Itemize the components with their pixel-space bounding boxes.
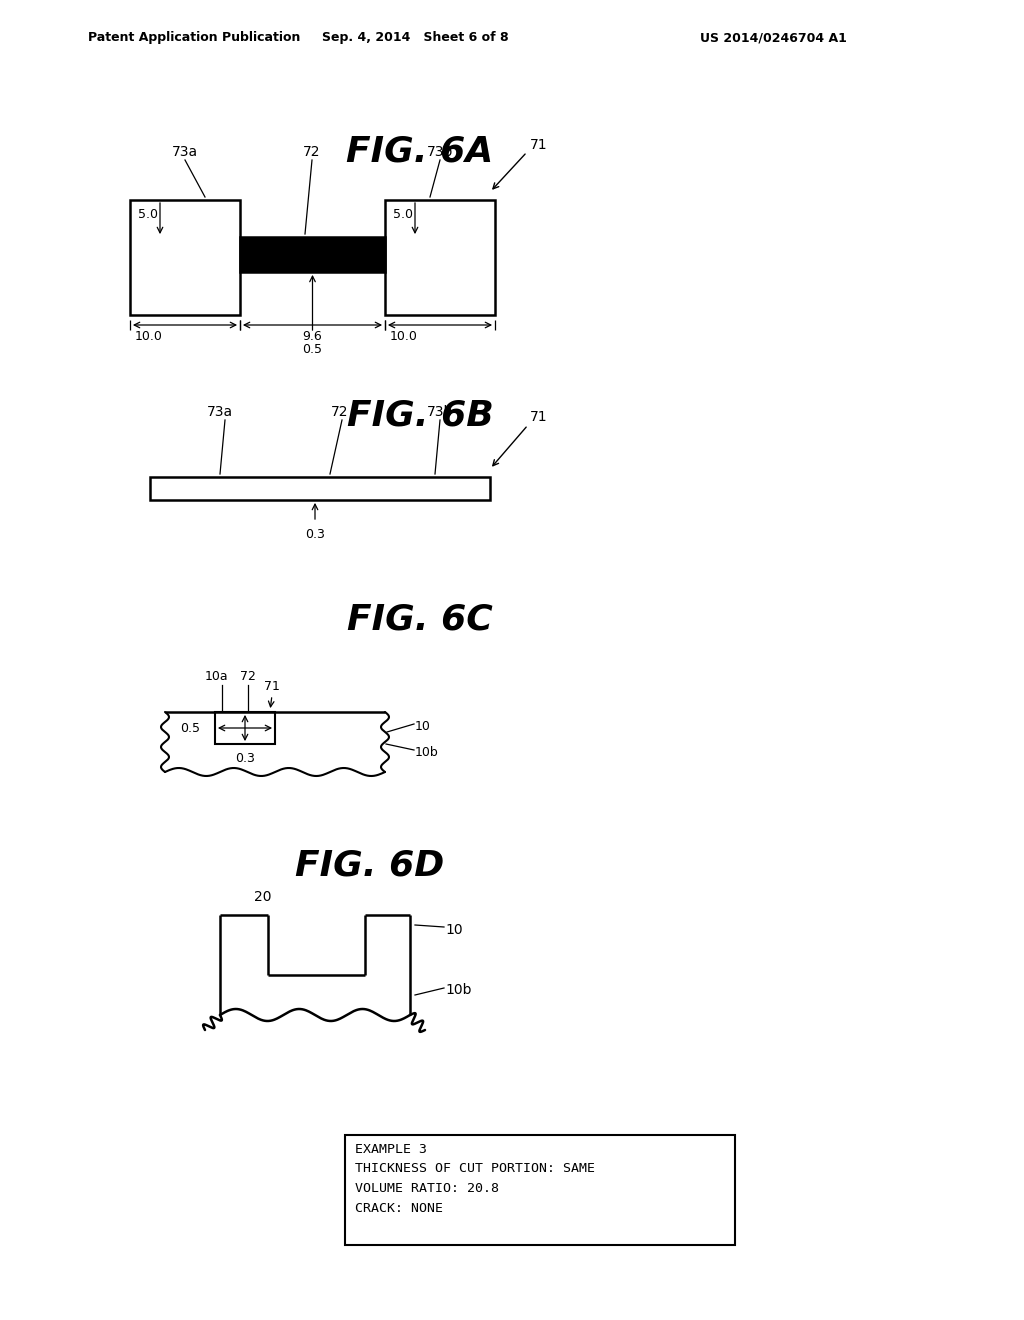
Text: US 2014/0246704 A1: US 2014/0246704 A1 [700,32,847,45]
Text: 71: 71 [264,681,280,693]
Bar [345,1135,735,1245]
Text: 5.0: 5.0 [138,209,158,220]
Text: 73a: 73a [172,145,198,158]
Text: 0.5: 0.5 [180,722,200,734]
Text: 20: 20 [254,890,271,904]
Text: 0.3: 0.3 [305,528,325,541]
Bar [130,201,240,315]
Text: FIG. 6B: FIG. 6B [347,399,494,432]
Text: Sep. 4, 2014   Sheet 6 of 8: Sep. 4, 2014 Sheet 6 of 8 [322,32,508,45]
Text: 10.0: 10.0 [390,330,418,343]
Text: FIG. 6D: FIG. 6D [295,847,444,882]
Text: 71: 71 [530,139,548,152]
Text: 10: 10 [445,923,463,937]
Text: EXAMPLE 3
THICKNESS OF CUT PORTION: SAME
VOLUME RATIO: 20.8
CRACK: NONE: EXAMPLE 3 THICKNESS OF CUT PORTION: SAME… [355,1143,595,1214]
Text: 10a: 10a [204,671,227,684]
Text: 71: 71 [530,411,548,424]
Text: 10: 10 [415,721,431,734]
Text: 72: 72 [331,405,349,418]
Text: FIG. 6A: FIG. 6A [346,135,494,169]
Text: 0.3: 0.3 [236,752,255,766]
Text: 72: 72 [303,145,321,158]
Text: FIG. 6C: FIG. 6C [347,603,493,638]
Text: 72: 72 [240,671,256,684]
Bar [150,477,490,500]
Bar [215,711,275,744]
Bar [385,201,495,315]
Text: 73b: 73b [427,145,454,158]
Text: 5.0: 5.0 [393,209,413,220]
Bar [240,238,385,272]
Text: 9.6: 9.6 [303,330,323,343]
Text: 10b: 10b [415,746,438,759]
Text: 73b: 73b [427,405,454,418]
Text: 10.0: 10.0 [135,330,163,343]
Text: 0.5: 0.5 [302,343,323,356]
Text: Patent Application Publication: Patent Application Publication [88,32,300,45]
Text: 10b: 10b [445,983,471,997]
Text: 73a: 73a [207,405,233,418]
